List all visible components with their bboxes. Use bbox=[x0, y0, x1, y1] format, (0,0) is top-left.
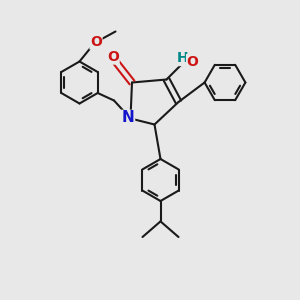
Text: O: O bbox=[107, 50, 119, 64]
Text: H: H bbox=[177, 52, 189, 65]
Text: O: O bbox=[90, 35, 102, 49]
Text: N: N bbox=[122, 110, 134, 125]
Text: O: O bbox=[187, 55, 199, 68]
